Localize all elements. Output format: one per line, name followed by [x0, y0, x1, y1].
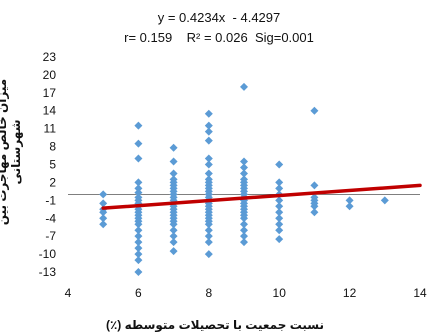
- data-point: [134, 220, 143, 229]
- data-point: [204, 136, 213, 145]
- data-point: [240, 220, 248, 229]
- data-point: [169, 232, 178, 241]
- data-point: [275, 178, 284, 187]
- y-tick-label: 8: [49, 140, 56, 154]
- data-point: [204, 109, 213, 118]
- data-point: [380, 196, 389, 205]
- x-tick-label: 14: [413, 286, 427, 300]
- data-point: [169, 247, 178, 256]
- data-point: [204, 238, 213, 247]
- data-point: [169, 220, 178, 229]
- data-point: [204, 220, 213, 229]
- data-point: [204, 169, 213, 178]
- data-point: [169, 157, 178, 166]
- data-point: [99, 220, 108, 229]
- x-tick-label: 12: [343, 286, 357, 300]
- y-tick-label: 14: [43, 104, 57, 118]
- data-point: [275, 184, 284, 193]
- data-point: [275, 160, 284, 169]
- data-point: [134, 184, 143, 193]
- data-point: [204, 121, 213, 130]
- trendline-line: [101, 183, 422, 210]
- data-point: [99, 199, 108, 208]
- data-points: [99, 82, 389, 277]
- data-point: [134, 256, 143, 265]
- y-tick-label: 5: [49, 157, 56, 171]
- data-point: [134, 139, 143, 148]
- data-point: [134, 226, 143, 235]
- data-point: [134, 178, 143, 187]
- data-point: [310, 202, 319, 211]
- data-point: [169, 143, 178, 152]
- data-point: [169, 226, 178, 235]
- data-point: [134, 268, 143, 277]
- data-point: [275, 214, 284, 223]
- data-point: [134, 244, 143, 253]
- data-point: [345, 196, 354, 205]
- data-point: [204, 160, 213, 169]
- data-point: [204, 154, 213, 163]
- data-point: [240, 157, 248, 166]
- data-point: [345, 202, 354, 211]
- y-tick-label: -7: [45, 229, 56, 243]
- y-tick-label: 23: [43, 50, 57, 64]
- data-point: [275, 202, 284, 211]
- data-point: [204, 232, 213, 241]
- y-axis-label: میزان خالص مهاجرت بین شهرستانی: [0, 78, 23, 226]
- data-point: [134, 238, 143, 247]
- y-tick-label: 11: [44, 122, 57, 136]
- data-point: [99, 190, 108, 199]
- data-point: [240, 82, 248, 91]
- regression-statistics: r= 0.159 R² = 0.026 Sig=0.001: [124, 30, 314, 45]
- data-point: [310, 208, 319, 217]
- data-point: [275, 196, 284, 205]
- y-tick-label: -10: [39, 247, 57, 261]
- data-point: [99, 214, 108, 223]
- data-point: [240, 226, 248, 235]
- x-tick-label: 6: [135, 286, 142, 300]
- data-point: [275, 226, 284, 235]
- trendline: [101, 183, 422, 210]
- data-point: [275, 235, 284, 244]
- data-point: [240, 232, 248, 241]
- data-point: [204, 250, 213, 259]
- x-tick-label: 8: [205, 286, 212, 300]
- data-point: [134, 250, 143, 259]
- data-point: [99, 208, 108, 217]
- data-point: [134, 154, 143, 163]
- x-axis-label: نسبت جمعیت با تحصیلات متوسطه (٪): [105, 318, 325, 332]
- data-point: [134, 232, 143, 241]
- data-point: [240, 238, 248, 247]
- y-tick-label: -4: [45, 211, 56, 225]
- regression-equation: y = 0.4234x - 4.4297: [157, 10, 281, 25]
- data-point: [275, 220, 284, 229]
- y-tick-label: 20: [43, 68, 57, 82]
- y-tick-label: 17: [43, 86, 57, 100]
- data-point: [310, 106, 319, 115]
- y-tick-label: -13: [39, 265, 57, 279]
- data-point: [169, 238, 178, 247]
- data-point: [204, 127, 213, 136]
- y-tick-label: -1: [45, 193, 56, 207]
- x-tick-label: 10: [273, 286, 287, 300]
- y-tick-label: 2: [49, 175, 56, 189]
- data-point: [204, 226, 213, 235]
- axes: 23 20 17 14 11 8 5 2 -1 -4 -7 -10 -13 4 6 8 10 12 14: [39, 50, 427, 300]
- data-point: [134, 121, 143, 130]
- data-point: [275, 208, 284, 217]
- data-point: [310, 181, 319, 190]
- data-point: [240, 214, 248, 223]
- data-point: [134, 188, 143, 197]
- data-point: [169, 169, 178, 178]
- data-point: [240, 163, 248, 172]
- data-point: [240, 169, 248, 178]
- x-tick-label: 4: [65, 286, 72, 300]
